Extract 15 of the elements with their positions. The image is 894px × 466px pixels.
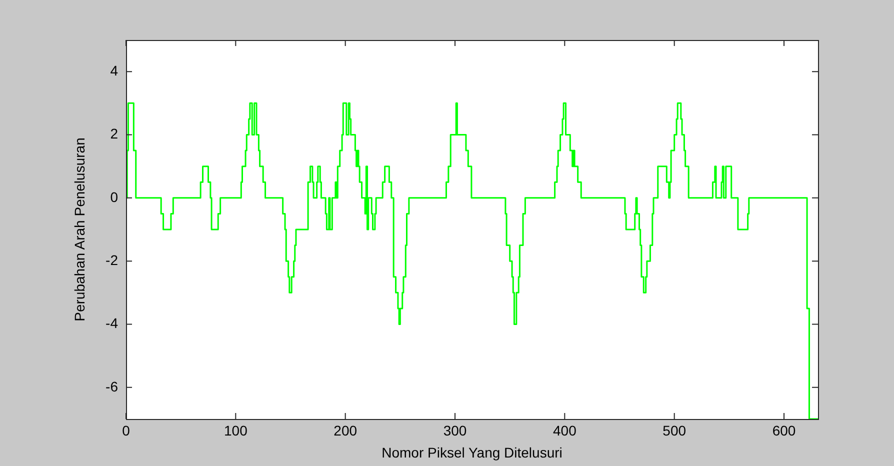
x-tick-label: 500 bbox=[662, 422, 686, 438]
x-tick-label: 400 bbox=[552, 422, 577, 438]
x-axis-title: Nomor Piksel Yang Ditelusuri bbox=[382, 444, 562, 460]
x-tick-label: 600 bbox=[772, 422, 796, 438]
y-tick-label: 4 bbox=[110, 62, 118, 78]
x-tick-label: 200 bbox=[334, 422, 358, 438]
y-tick-label: 0 bbox=[110, 188, 118, 205]
x-tick-label: 300 bbox=[443, 422, 467, 438]
x-tick-label: 0 bbox=[122, 422, 130, 438]
y-tick-label: -6 bbox=[106, 378, 118, 394]
y-tick-label: -2 bbox=[106, 252, 118, 268]
y-tick-label: -4 bbox=[106, 315, 118, 332]
x-tick-label: 100 bbox=[224, 422, 248, 438]
y-axis-title: Perubahan Arah Penelusuran bbox=[71, 138, 88, 322]
y-tick-label: 2 bbox=[110, 126, 118, 142]
